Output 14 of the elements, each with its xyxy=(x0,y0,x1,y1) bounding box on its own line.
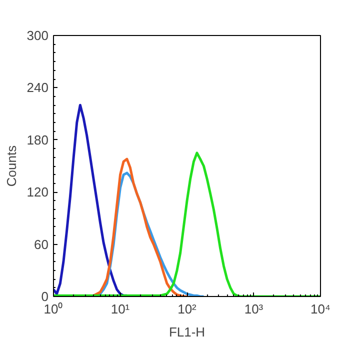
x-tick-label: 10⁰ xyxy=(44,302,64,316)
y-tick-label: 240 xyxy=(26,80,49,96)
x-tick-label: 10² xyxy=(178,302,198,316)
y-tick-label: 0 xyxy=(41,289,49,304)
y-tick-label: 60 xyxy=(34,236,49,252)
y-axis-title: Counts xyxy=(4,144,19,187)
x-axis-title: FL1-H xyxy=(168,324,206,340)
x-tick-label: 10¹ xyxy=(110,302,130,316)
x-tick-label: 10⁴ xyxy=(310,302,331,316)
x-tick-label: 10³ xyxy=(244,302,264,316)
y-tick-label: 120 xyxy=(26,184,49,200)
y-tick-label: 300 xyxy=(26,28,49,43)
y-tick-label: 180 xyxy=(26,132,49,148)
line-series xyxy=(92,158,188,296)
